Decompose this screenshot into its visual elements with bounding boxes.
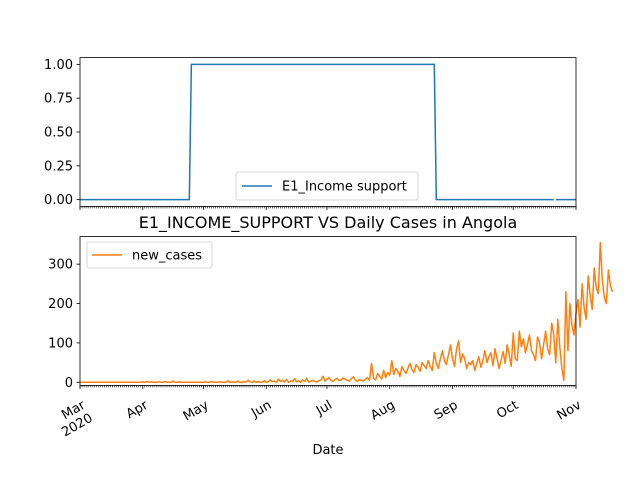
chart-title: E1_INCOME_SUPPORT VS Daily Cases in Ango… xyxy=(139,213,518,233)
bottom-plot-frame xyxy=(79,236,577,386)
top-x-axis xyxy=(79,206,577,210)
bottom-y-tick-label: 0 xyxy=(65,376,73,391)
bottom-y-tick-label: 200 xyxy=(48,297,73,312)
top-y-tick-label: 0.25 xyxy=(44,159,73,174)
legend-label-new-cases: new_cases xyxy=(132,249,202,264)
income-support-line xyxy=(80,63,576,201)
top-legend: E1_Income support xyxy=(235,171,419,201)
bottom-x-tick-label: Jul xyxy=(313,398,335,419)
top-y-axis: 0.00 0.25 0.50 0.75 1.00 xyxy=(44,58,80,208)
bottom-chart: E1_INCOME_SUPPORT VS Daily Cases in Ango… xyxy=(48,213,614,458)
top-chart: 0.00 0.25 0.50 0.75 1.00 E1_Income support xyxy=(44,57,577,210)
x-axis-label: Date xyxy=(312,443,343,458)
top-y-tick-label: 1.00 xyxy=(44,58,73,73)
top-y-tick-label: 0.50 xyxy=(44,126,73,141)
bottom-y-tick-label: 300 xyxy=(48,258,73,273)
top-y-tick-label: 0.75 xyxy=(44,92,73,107)
bottom-legend: new_cases xyxy=(86,241,213,269)
bottom-y-axis: 0 100 200 300 xyxy=(48,258,80,391)
legend-label-income-support: E1_Income support xyxy=(282,180,407,195)
new-cases-path xyxy=(80,241,614,383)
income-support-segment-1 xyxy=(80,63,554,201)
top-y-tick-label: 0.00 xyxy=(44,193,73,208)
bottom-y-tick-label: 100 xyxy=(48,336,73,351)
new-cases-line xyxy=(80,241,614,383)
